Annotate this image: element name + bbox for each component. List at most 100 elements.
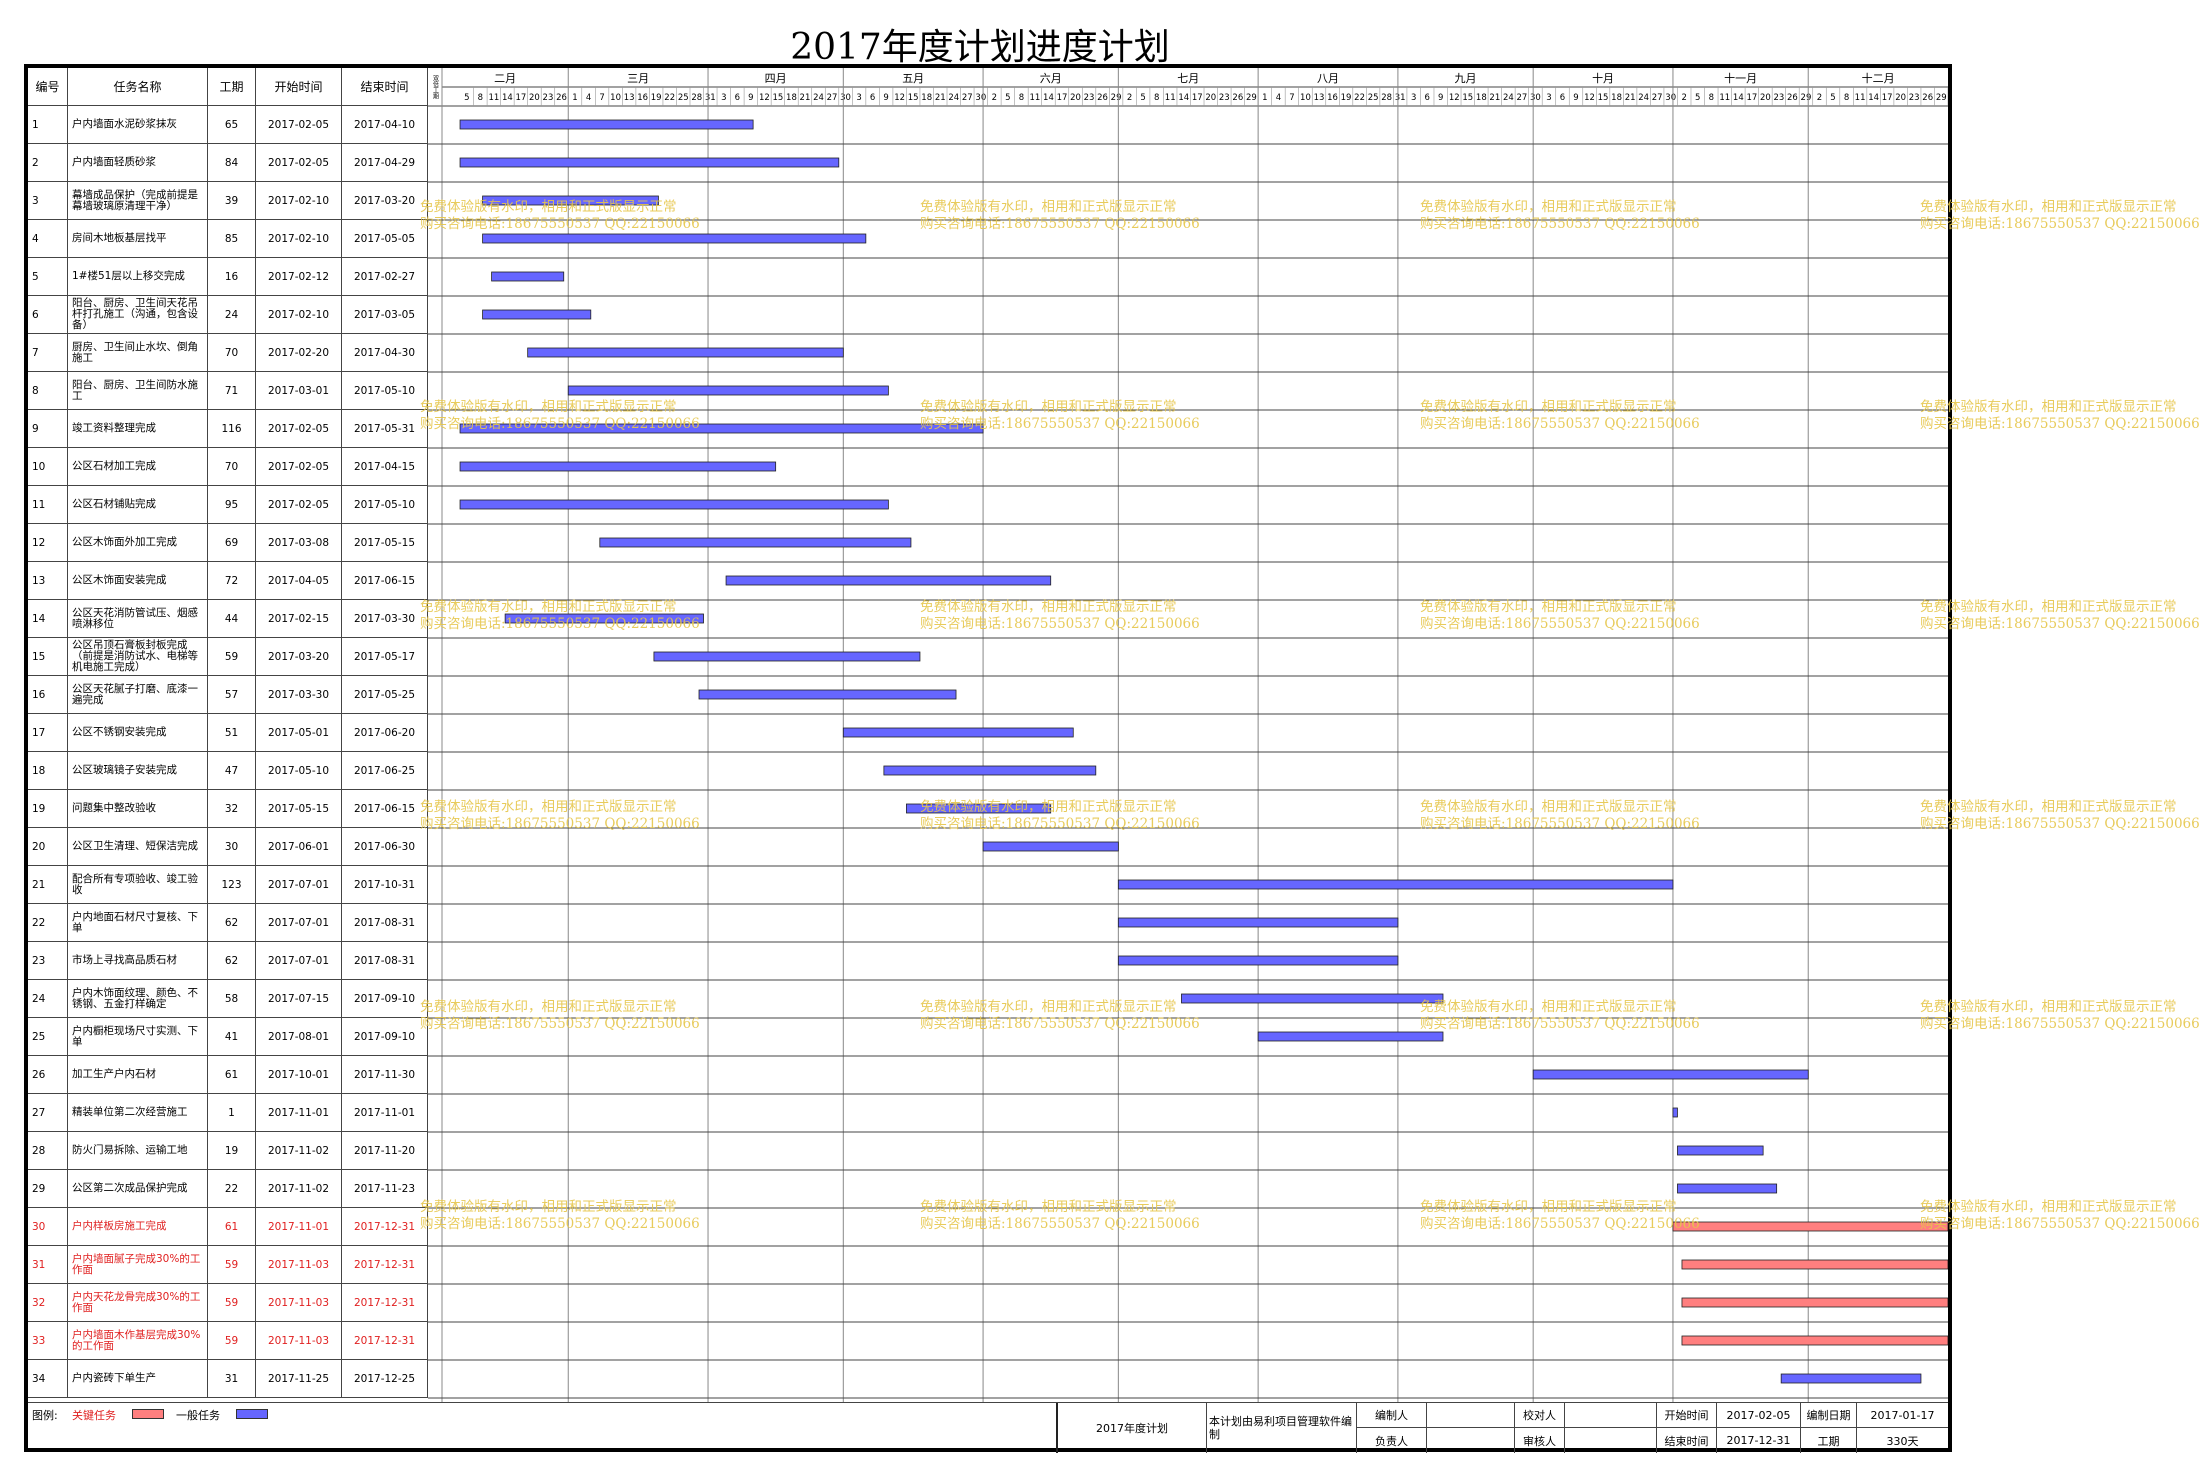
task-duration-cell: 59 <box>208 638 256 676</box>
task-name-cell: 户内样板房施工完成 <box>68 1208 208 1246</box>
task-end-cell: 2017-11-20 <box>342 1132 428 1170</box>
day-tick-label: 27 <box>962 93 973 103</box>
task-end-cell: 2017-11-30 <box>342 1056 428 1094</box>
day-tick-label: 29 <box>1936 93 1947 103</box>
day-tick-label: 20 <box>1070 93 1081 103</box>
day-tick-label: 14 <box>1043 93 1054 103</box>
footer-duration-label: 工期 <box>1800 1428 1856 1453</box>
month-label: 二月 <box>494 72 516 85</box>
task-duration-cell: 95 <box>208 486 256 524</box>
task-start-cell: 2017-05-15 <box>256 790 342 828</box>
watermark-text: 免费体验版有水印，相用和正式版显示正常 购买咨询电话:18675550537 QQ… <box>1920 599 2200 633</box>
task-name-cell: 加工生产户内石材 <box>68 1056 208 1094</box>
watermark-line1: 免费体验版有水印，相用和正式版显示正常 <box>1920 799 2177 815</box>
task-bar <box>1677 1145 1764 1156</box>
day-tick-label: 3 <box>721 93 726 103</box>
task-end-cell: 2017-12-25 <box>342 1360 428 1398</box>
watermark-line2: 购买咨询电话:18675550537 QQ:22150066 <box>1920 216 2200 232</box>
day-tick-label: 4 <box>1276 93 1281 103</box>
task-start-cell: 2017-11-02 <box>256 1170 342 1208</box>
day-tick-label: 2 <box>1682 93 1687 103</box>
task-id-cell: 23 <box>28 942 68 980</box>
day-tick-label: 17 <box>1057 93 1068 103</box>
day-tick-label: 19 <box>1341 93 1352 103</box>
day-tick-label: 21 <box>935 93 946 103</box>
task-start-cell: 2017-06-01 <box>256 828 342 866</box>
task-id-cell: 18 <box>28 752 68 790</box>
task-bar <box>1117 879 1674 890</box>
col-header-name: 任务名称 <box>68 68 208 106</box>
legend-label: 图例: <box>32 1409 58 1422</box>
task-duration-cell: 116 <box>208 410 256 448</box>
col-header-end: 结束时间 <box>342 68 428 106</box>
task-duration-cell: 39 <box>208 182 256 220</box>
day-tick-label: 16 <box>637 93 648 103</box>
day-tick-label: 17 <box>1882 93 1893 103</box>
day-tick-label: 21 <box>1625 93 1636 103</box>
day-tick-label: 30 <box>975 93 986 103</box>
task-end-cell: 2017-05-25 <box>342 676 428 714</box>
task-name-cell: 户内墙面腻子完成30%的工作面 <box>68 1246 208 1284</box>
day-tick-label: 11 <box>1165 93 1176 103</box>
day-tick-label: 25 <box>678 93 689 103</box>
task-end-cell: 2017-06-25 <box>342 752 428 790</box>
day-tick-label: 17 <box>1192 93 1203 103</box>
day-tick-label: 23 <box>1909 93 1920 103</box>
footer-plan-name: 2017年度计划 <box>1056 1403 1206 1453</box>
task-duration-cell: 19 <box>208 1132 256 1170</box>
task-id-cell: 28 <box>28 1132 68 1170</box>
month-label: 十二月 <box>1862 71 1895 85</box>
task-name-cell: 户内天花龙骨完成30%的工作面 <box>68 1284 208 1322</box>
footer-end-label: 结束时间 <box>1656 1428 1716 1453</box>
col-header-duration: 工期 <box>208 68 256 106</box>
watermark-line2: 购买咨询电话:18675550537 QQ:22150066 <box>1920 616 2200 632</box>
day-tick-label: 15 <box>773 93 784 103</box>
day-tick-label: 11 <box>488 93 499 103</box>
task-duration-cell: 85 <box>208 220 256 258</box>
task-bar <box>567 385 889 396</box>
task-duration-cell: 70 <box>208 334 256 372</box>
critical-task-bar <box>1681 1335 1948 1346</box>
task-duration-cell: 30 <box>208 828 256 866</box>
task-bar <box>883 765 1097 776</box>
footer-duration-value: 330天 <box>1856 1428 1948 1453</box>
day-tick-label: 7 <box>599 93 604 103</box>
task-duration-cell: 44 <box>208 600 256 638</box>
task-end-cell: 2017-06-15 <box>342 790 428 828</box>
footer-end-value: 2017-12-31 <box>1716 1428 1800 1453</box>
footer-compiler-value <box>1426 1403 1514 1428</box>
day-tick-label: 13 <box>1314 93 1325 103</box>
task-duration-cell: 59 <box>208 1246 256 1284</box>
task-name-cell: 精装单位第二次经营施工 <box>68 1094 208 1132</box>
task-end-cell: 2017-09-10 <box>342 1018 428 1056</box>
task-end-cell: 2017-04-10 <box>342 106 428 144</box>
task-start-cell: 2017-02-05 <box>256 448 342 486</box>
task-name-cell: 户内墙面轻质砂浆 <box>68 144 208 182</box>
day-tick-label: 26 <box>556 93 567 103</box>
task-end-cell: 2017-05-10 <box>342 486 428 524</box>
task-start-cell: 2017-11-01 <box>256 1094 342 1132</box>
footer-compiler-label: 编制人 <box>1356 1403 1426 1428</box>
task-name-cell: 公区玻璃镜子安装完成 <box>68 752 208 790</box>
day-tick-label: 20 <box>1895 93 1906 103</box>
legend-normal-swatch <box>236 1409 268 1419</box>
month-label: 九月 <box>1455 72 1477 85</box>
watermark-line2: 购买咨询电话:18675550537 QQ:22150066 <box>1920 816 2200 832</box>
day-tick-label: 6 <box>735 93 740 103</box>
day-tick-label: 14 <box>1733 93 1744 103</box>
task-end-cell: 2017-05-15 <box>342 524 428 562</box>
day-tick-label: 17 <box>515 93 526 103</box>
task-end-cell: 2017-10-31 <box>342 866 428 904</box>
day-tick-label: 8 <box>478 93 483 103</box>
task-duration-cell: 84 <box>208 144 256 182</box>
task-bar <box>491 271 565 282</box>
day-tick-label: 11 <box>1030 93 1041 103</box>
task-duration-cell: 123 <box>208 866 256 904</box>
task-bar <box>504 613 704 624</box>
task-duration-cell: 62 <box>208 904 256 942</box>
page-title: 2017年度计划进度计划 <box>790 27 1170 68</box>
day-tick-label: 1 <box>1262 93 1267 103</box>
task-start-cell: 2017-05-10 <box>256 752 342 790</box>
task-id-cell: 21 <box>28 866 68 904</box>
task-name-cell: 公区卫生清理、短保洁完成 <box>68 828 208 866</box>
